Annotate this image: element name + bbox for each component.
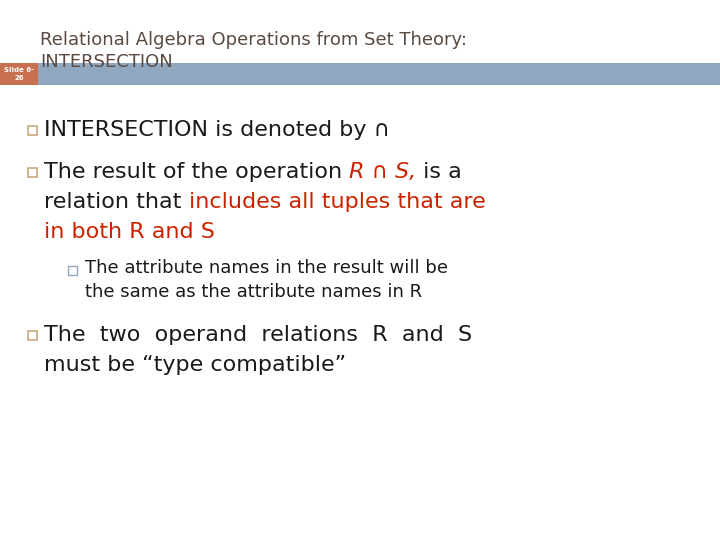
Text: INTERSECTION is denoted by ∩: INTERSECTION is denoted by ∩: [44, 120, 390, 140]
Bar: [68, 266, 77, 275]
Text: Relational Algebra Operations from Set Theory:: Relational Algebra Operations from Set T…: [40, 31, 467, 49]
Text: includes all tuples that are: includes all tuples that are: [189, 192, 485, 212]
Bar: [0, 63, 38, 85]
Text: relation that: relation that: [44, 192, 189, 212]
Text: The result of the operation: The result of the operation: [44, 162, 349, 182]
Text: is a: is a: [416, 162, 462, 182]
Bar: [0, 63, 720, 85]
Text: R ∩ S,: R ∩ S,: [349, 162, 416, 182]
Text: The attribute names in the result will be: The attribute names in the result will b…: [85, 259, 448, 277]
Text: INTERSECTION: INTERSECTION: [40, 53, 173, 71]
Bar: [28, 125, 37, 134]
Text: must be “type compatible”: must be “type compatible”: [44, 355, 346, 375]
Text: the same as the attribute names in R: the same as the attribute names in R: [85, 283, 422, 301]
Text: The  two  operand  relations  R  and  S: The two operand relations R and S: [44, 325, 472, 345]
Bar: [28, 167, 37, 177]
Text: in both R and S: in both R and S: [44, 222, 215, 242]
Bar: [28, 330, 37, 340]
Text: Slide 6-
26: Slide 6- 26: [4, 68, 34, 80]
